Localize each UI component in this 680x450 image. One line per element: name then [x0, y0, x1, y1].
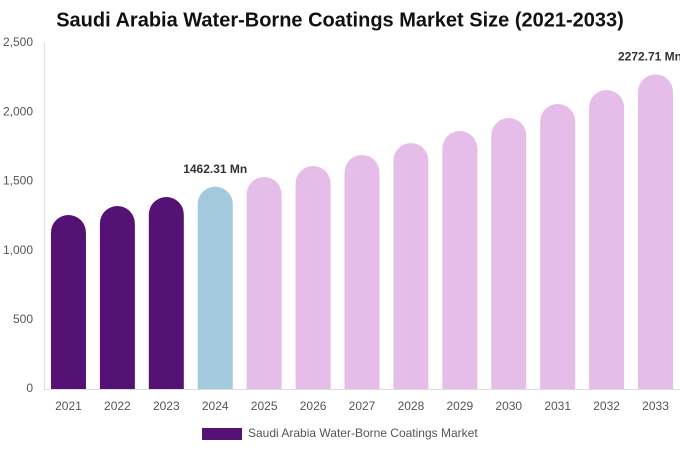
y-tick-label: 2,000 [3, 104, 33, 118]
x-tick-label: 2030 [495, 399, 522, 413]
bar [99, 206, 135, 389]
bar [295, 166, 331, 389]
x-tick-label: 2033 [642, 399, 669, 413]
bar [491, 118, 527, 389]
x-tick-label: 2031 [544, 399, 571, 413]
x-tick-label: 2024 [202, 399, 229, 413]
value-label: 2272.71 Mn [618, 50, 680, 64]
x-tick-label: 2022 [104, 399, 131, 413]
y-tick-label: 1,500 [3, 174, 33, 188]
bar [197, 186, 233, 389]
bar [148, 197, 184, 389]
x-tick-label: 2026 [300, 399, 327, 413]
bar [50, 215, 86, 389]
chart-title: Saudi Arabia Water-Borne Coatings Market… [56, 9, 624, 31]
bar [540, 104, 576, 390]
bar [589, 90, 625, 389]
bar [344, 154, 380, 389]
y-tick-label: 0 [26, 381, 33, 395]
bar [393, 143, 429, 389]
legend-swatch [202, 428, 242, 440]
x-tick-label: 2029 [446, 399, 473, 413]
y-tick-label: 1,000 [3, 243, 33, 257]
x-tick-label: 2023 [153, 399, 180, 413]
bar [246, 176, 282, 389]
legend-label: Saudi Arabia Water-Borne Coatings Market [248, 426, 478, 440]
x-tick-label: 2032 [593, 399, 620, 413]
x-tick-label: 2027 [349, 399, 376, 413]
y-tick-label: 500 [13, 312, 33, 326]
bar [638, 74, 674, 389]
value-label: 1462.31 Mn [183, 162, 247, 176]
x-tick-label: 2025 [251, 399, 278, 413]
x-tick-label: 2028 [398, 399, 425, 413]
x-tick-label: 2021 [55, 399, 82, 413]
bar [442, 131, 478, 390]
y-tick-label: 2,500 [3, 35, 33, 49]
